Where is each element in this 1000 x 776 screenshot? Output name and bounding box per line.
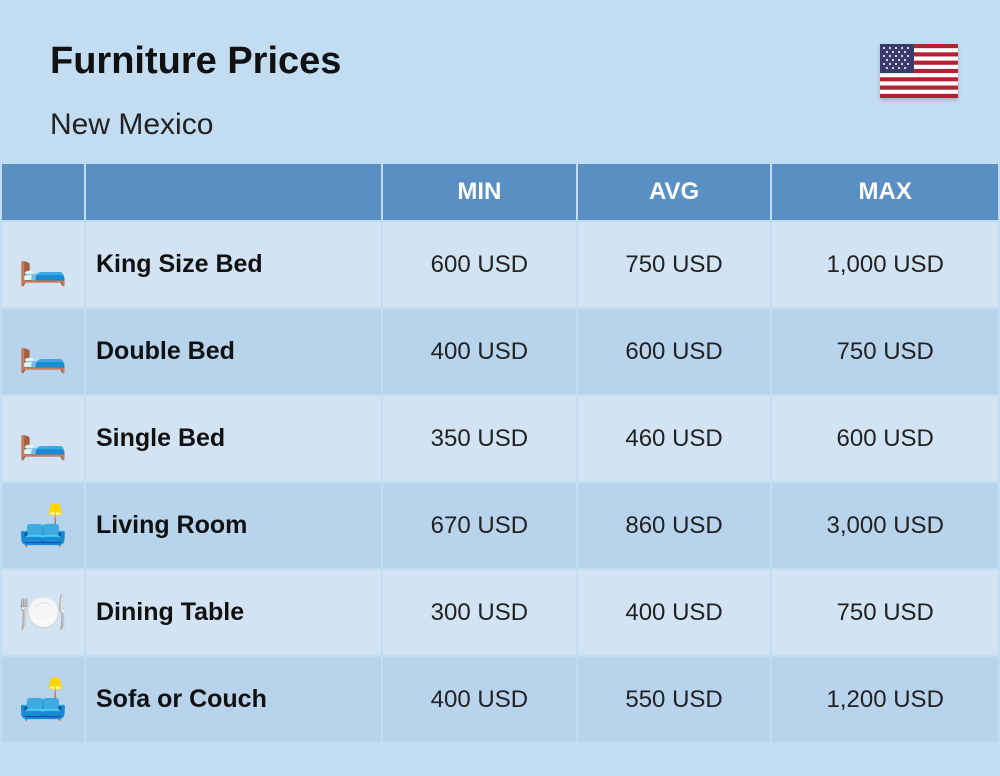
header-max: MAX	[772, 164, 998, 220]
price-max: 750 USD	[772, 570, 998, 655]
furniture-icon: 🛏️	[2, 309, 84, 394]
furniture-name: Sofa or Couch	[86, 657, 381, 742]
price-avg: 550 USD	[578, 657, 771, 742]
header: Furniture Prices New Mexico	[0, 0, 1000, 162]
price-max: 600 USD	[772, 396, 998, 481]
price-avg: 750 USD	[578, 222, 771, 307]
furniture-icon: 🍽️	[2, 570, 84, 655]
us-flag-icon	[880, 44, 958, 98]
furniture-icon: 🛏️	[2, 396, 84, 481]
price-min: 350 USD	[383, 396, 576, 481]
furniture-name: King Size Bed	[86, 222, 381, 307]
table-row: 🛏️ King Size Bed 600 USD 750 USD 1,000 U…	[2, 222, 998, 307]
price-avg: 600 USD	[578, 309, 771, 394]
table-row: 🛏️ Double Bed 400 USD 600 USD 750 USD	[2, 309, 998, 394]
header-icon-col	[2, 164, 84, 220]
table-header-row: MIN AVG MAX	[2, 164, 998, 220]
price-min: 400 USD	[383, 309, 576, 394]
furniture-name: Dining Table	[86, 570, 381, 655]
table-row: 🛋️ Sofa or Couch 400 USD 550 USD 1,200 U…	[2, 657, 998, 742]
price-avg: 860 USD	[578, 483, 771, 568]
price-avg: 460 USD	[578, 396, 771, 481]
furniture-name: Living Room	[86, 483, 381, 568]
price-min: 600 USD	[383, 222, 576, 307]
price-max: 1,200 USD	[772, 657, 998, 742]
page-title: Furniture Prices	[50, 40, 950, 83]
table-row: 🛋️ Living Room 670 USD 860 USD 3,000 USD	[2, 483, 998, 568]
price-max: 750 USD	[772, 309, 998, 394]
table-row: 🍽️ Dining Table 300 USD 400 USD 750 USD	[2, 570, 998, 655]
price-min: 400 USD	[383, 657, 576, 742]
price-min: 670 USD	[383, 483, 576, 568]
furniture-icon: 🛏️	[2, 222, 84, 307]
furniture-icon: 🛋️	[2, 657, 84, 742]
price-min: 300 USD	[383, 570, 576, 655]
furniture-name: Single Bed	[86, 396, 381, 481]
furniture-name: Double Bed	[86, 309, 381, 394]
price-table: MIN AVG MAX 🛏️ King Size Bed 600 USD 750…	[0, 162, 1000, 744]
price-max: 1,000 USD	[772, 222, 998, 307]
furniture-icon: 🛋️	[2, 483, 84, 568]
header-name-col	[86, 164, 381, 220]
header-min: MIN	[383, 164, 576, 220]
price-max: 3,000 USD	[772, 483, 998, 568]
page-subtitle: New Mexico	[50, 108, 950, 142]
header-avg: AVG	[578, 164, 771, 220]
price-avg: 400 USD	[578, 570, 771, 655]
table-row: 🛏️ Single Bed 350 USD 460 USD 600 USD	[2, 396, 998, 481]
